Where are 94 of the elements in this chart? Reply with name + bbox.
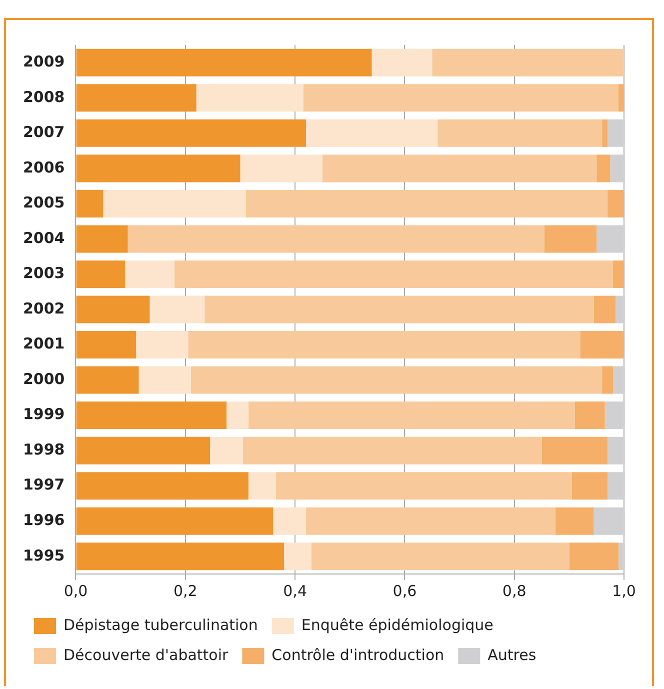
y-tick-label: 2007 <box>23 123 65 142</box>
bar <box>76 366 139 394</box>
bar <box>555 507 594 535</box>
bar <box>544 225 597 253</box>
bar <box>618 542 624 570</box>
y-tick-label: 2002 <box>23 299 65 318</box>
bar <box>76 119 306 147</box>
y-tick-label: 2004 <box>23 228 65 247</box>
bar <box>306 119 438 147</box>
bar <box>248 402 575 430</box>
bar <box>125 260 174 288</box>
bar <box>76 296 150 324</box>
bar <box>174 260 614 288</box>
bar <box>602 366 614 394</box>
bar <box>608 436 624 464</box>
bar <box>613 366 624 394</box>
bar <box>76 402 227 430</box>
bar <box>594 296 616 324</box>
bar <box>136 331 188 359</box>
y-tick-label: 2009 <box>23 52 65 71</box>
y-tick-label: 2006 <box>23 158 65 176</box>
bar <box>76 225 128 253</box>
legend-label: Enquête épidémiologique <box>301 616 494 634</box>
bar <box>76 190 104 218</box>
y-tick-label: 1995 <box>23 546 65 564</box>
bar <box>76 84 196 112</box>
bar <box>438 119 602 147</box>
y-tick-label: 2008 <box>23 88 65 106</box>
x-tick-label: 0,2 <box>173 582 198 600</box>
bar <box>596 225 624 253</box>
bar <box>196 84 304 112</box>
y-tick-label: 1999 <box>23 405 65 424</box>
bar <box>618 84 624 112</box>
bar <box>242 436 542 464</box>
bar <box>432 48 624 76</box>
bar <box>322 154 597 182</box>
bar <box>608 119 624 147</box>
bar <box>76 542 284 570</box>
y-tick-label: 1997 <box>23 476 65 494</box>
bar <box>616 296 624 324</box>
x-tick-label: 0,6 <box>392 582 417 600</box>
y-tick-label: 2005 <box>23 194 65 212</box>
bar <box>604 402 624 430</box>
bar <box>273 507 306 535</box>
bar <box>303 84 619 112</box>
legend-label: Contrôle d'introduction <box>272 646 444 664</box>
x-tick-label: 1,0 <box>612 582 636 600</box>
y-tick-label: 2003 <box>23 264 65 282</box>
bar <box>574 402 605 430</box>
legend-label: Autres <box>488 646 536 664</box>
x-tick-label: 0,4 <box>283 582 307 600</box>
bar <box>226 402 248 430</box>
x-tick-label: 0,0 <box>64 582 88 600</box>
bar <box>580 331 624 359</box>
y-tick-label: 1996 <box>23 510 65 529</box>
bar <box>76 260 126 288</box>
legend-label: Découverte d'abattoir <box>64 646 230 664</box>
y-tick-label: 1998 <box>23 440 65 458</box>
bar <box>150 296 205 324</box>
bar <box>594 507 624 535</box>
bar <box>596 154 610 182</box>
bar <box>210 436 243 464</box>
bar <box>572 472 608 500</box>
bar <box>188 331 580 359</box>
bar <box>76 472 248 500</box>
bar <box>569 542 619 570</box>
bar <box>610 154 624 182</box>
bar <box>276 472 572 500</box>
bar <box>613 260 624 288</box>
legend-label: Dépistage tuberculination <box>64 616 258 634</box>
x-tick-label: 0,8 <box>502 582 526 600</box>
bar <box>240 154 322 182</box>
bar <box>76 154 240 182</box>
bar <box>76 331 136 359</box>
bar <box>372 48 432 76</box>
bar <box>103 190 246 218</box>
bar <box>246 190 608 218</box>
bar <box>602 119 608 147</box>
bar <box>608 190 624 218</box>
bar <box>248 472 276 500</box>
y-tick-label: 2001 <box>23 334 65 353</box>
bar <box>138 366 191 394</box>
y-tick-label: 2000 <box>23 370 65 388</box>
bar <box>608 472 624 500</box>
bar <box>76 507 274 535</box>
bar <box>306 507 556 535</box>
bar <box>190 366 602 394</box>
bar <box>204 296 594 324</box>
bar <box>284 542 312 570</box>
bar <box>128 225 545 253</box>
bar <box>76 436 210 464</box>
bar <box>542 436 608 464</box>
bar <box>311 542 570 570</box>
bar <box>76 48 372 76</box>
